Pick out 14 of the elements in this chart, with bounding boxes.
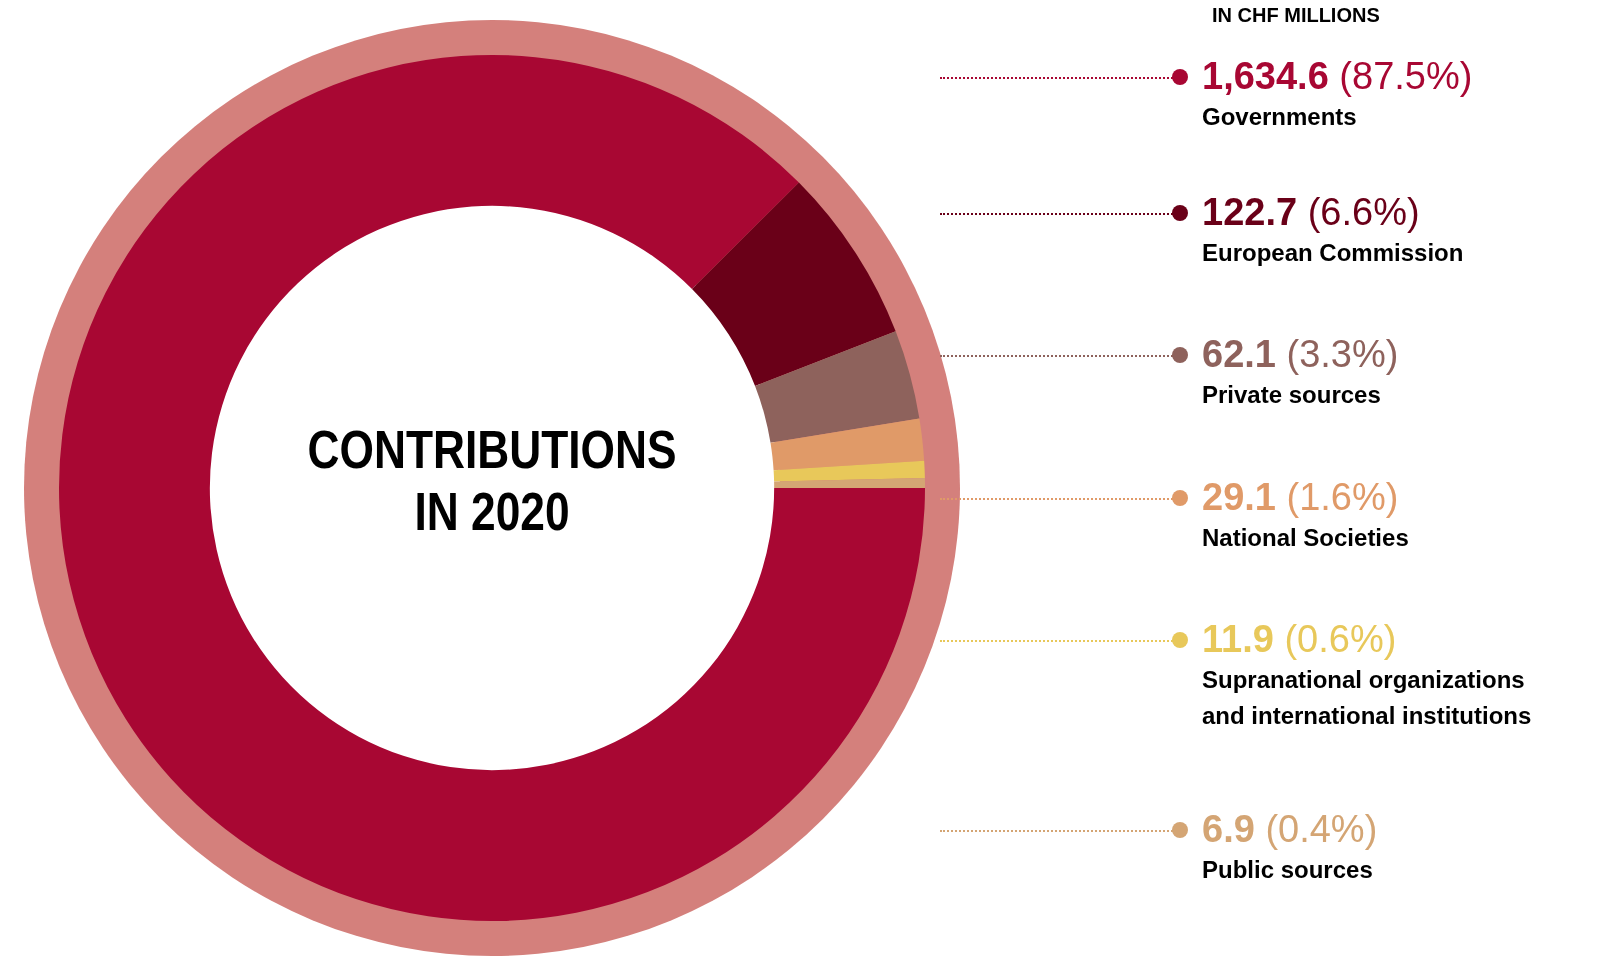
data-label: 62.1 (3.3%) [1202,333,1399,375]
data-label: 1,634.6 (87.5%) [1202,55,1473,97]
data-label: 29.1 (1.6%) [1202,476,1399,518]
chart-subtitle: IN CHF MILLIONS [1212,4,1380,27]
data-label: 122.7 (6.6%) [1202,191,1420,233]
legend-label: National Societies [1202,523,1410,553]
data-label: 11.9 (0.6%) [1202,618,1397,660]
legend-label: Private sources [1202,380,1382,410]
legend-label: Governments [1202,102,1358,132]
text: CONTRIBUTIONS IN 2020 [306,418,678,542]
data-label: 6.9 (0.4%) [1202,808,1378,850]
legend-label: Public sources [1202,855,1374,885]
legend-label: European Commission [1202,238,1465,268]
legend-label: Supranational organizations and international institutions [1202,665,1533,731]
